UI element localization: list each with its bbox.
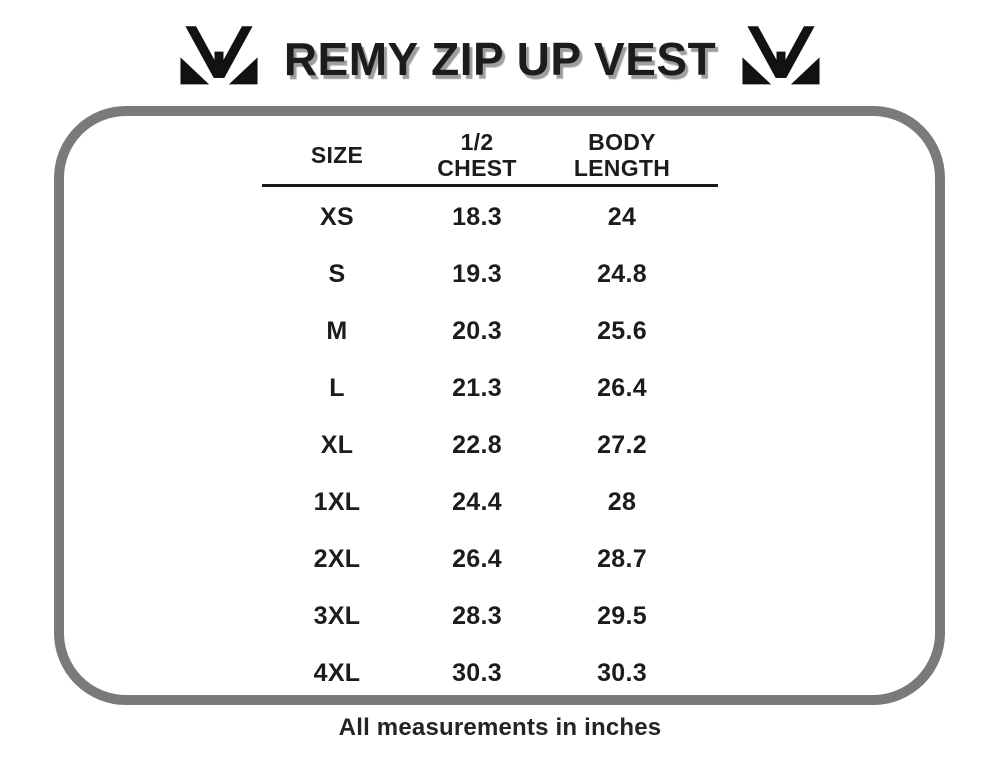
column-header-body-length: BODY LENGTH — [573, 128, 671, 181]
table-header-row: SIZE 1/2 CHEST BODY LENGTH — [262, 126, 720, 184]
cell-half-chest: 19.3 — [452, 260, 502, 288]
cell-body-length: 29.5 — [597, 602, 647, 630]
cell-half-chest: 24.4 — [452, 488, 502, 516]
column-header-size: SIZE — [310, 141, 364, 168]
cell-body-length: 30.3 — [597, 659, 647, 687]
table-row: M 20.3 25.6 — [262, 303, 720, 360]
cell-size: 3XL — [313, 602, 361, 630]
cell-half-chest: 30.3 — [452, 659, 502, 687]
size-chart-box — [54, 106, 945, 705]
m-monogram-logo-left — [180, 26, 258, 85]
table-row: XS 18.3 24 — [262, 189, 720, 246]
cell-body-length: 28.7 — [597, 545, 647, 573]
measurements-note: All measurements in inches — [338, 714, 662, 741]
cell-size: 2XL — [313, 545, 361, 573]
header-divider — [262, 184, 718, 187]
table-row: S 19.3 24.8 — [262, 246, 720, 303]
cell-half-chest: 21.3 — [452, 374, 502, 402]
cell-size: 1XL — [313, 488, 361, 516]
column-header-half-chest: 1/2 CHEST — [437, 128, 517, 181]
cell-body-length: 28 — [607, 488, 637, 516]
cell-body-length: 24.8 — [597, 260, 647, 288]
cell-body-length: 25.6 — [597, 317, 647, 345]
cell-half-chest: 28.3 — [452, 602, 502, 630]
cell-half-chest: 22.8 — [452, 431, 502, 459]
cell-body-length: 24 — [607, 203, 637, 231]
table-row: 3XL 28.3 29.5 — [262, 588, 720, 645]
table-row: L 21.3 26.4 — [262, 360, 720, 417]
table-row: XL 22.8 27.2 — [262, 417, 720, 474]
cell-body-length: 26.4 — [597, 374, 647, 402]
m-monogram-logo-right — [742, 26, 820, 85]
table-row: 1XL 24.4 28 — [262, 474, 720, 531]
cell-size: S — [328, 260, 346, 288]
size-table: SIZE 1/2 CHEST BODY LENGTH XS 18.3 24 S … — [262, 126, 720, 702]
cell-half-chest: 20.3 — [452, 317, 502, 345]
table-row: 4XL 30.3 30.3 — [262, 645, 720, 702]
cell-size: M — [326, 317, 348, 345]
header: REMY ZIP UP VEST — [0, 18, 1000, 100]
cell-size: XL — [320, 431, 354, 459]
page-title: REMY ZIP UP VEST — [283, 33, 717, 85]
table-row: 2XL 26.4 28.7 — [262, 531, 720, 588]
cell-size: XS — [320, 203, 354, 231]
cell-half-chest: 18.3 — [452, 203, 502, 231]
cell-half-chest: 26.4 — [452, 545, 502, 573]
cell-body-length: 27.2 — [597, 431, 647, 459]
table-body: XS 18.3 24 S 19.3 24.8 M 20.3 25.6 L 21.… — [262, 189, 720, 702]
cell-size: 4XL — [313, 659, 361, 687]
cell-size: L — [329, 374, 345, 402]
